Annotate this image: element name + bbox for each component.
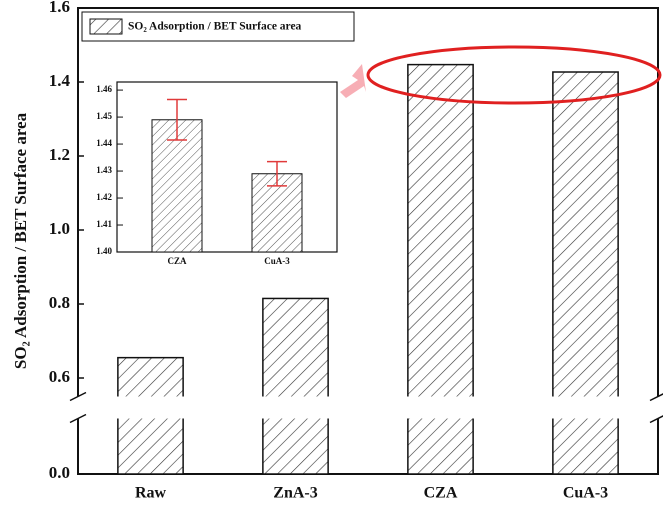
y-tick-label: 0.0	[49, 463, 70, 482]
break-mark	[649, 415, 663, 424]
x-tick-label: CZA	[424, 485, 458, 502]
y-tick-label: 1.6	[49, 0, 70, 16]
y-tick-label: 1.41	[96, 219, 112, 229]
y-axis-label: SO₂ Adsorption / BET Surface area	[11, 112, 30, 369]
axis-break-gap	[70, 396, 663, 419]
x-tick-label: Raw	[135, 485, 167, 502]
y-tick-label: 1.44	[96, 138, 112, 148]
legend-swatch	[89, 18, 123, 35]
y-tick-label: 1.40	[96, 246, 112, 256]
break-mark	[69, 391, 87, 402]
y-tick-label: 1.43	[96, 165, 112, 175]
x-tick-label: ZnA-3	[273, 485, 317, 502]
legend-box	[81, 11, 355, 42]
bar	[262, 297, 329, 475]
y-tick-label: 0.8	[49, 293, 70, 312]
break-mark	[69, 413, 87, 424]
y-tick-label: 1.0	[49, 219, 70, 238]
y-tick-label: 1.46	[96, 84, 112, 94]
x-tick-label: CZA	[167, 256, 187, 266]
break-mark	[649, 393, 663, 402]
legend-label: SO₂ Adsorption / BET Surface area	[128, 21, 302, 33]
highlight-ellipse	[366, 45, 662, 105]
x-tick-label: CuA-3	[563, 485, 608, 502]
legend: SO₂ Adsorption / BET Surface area	[81, 11, 355, 42]
y-tick-label: 0.6	[49, 367, 70, 386]
bar	[151, 119, 203, 253]
y-tick-label: 1.4	[49, 71, 71, 90]
y-tick-label: 1.42	[96, 192, 112, 202]
plot-frame	[116, 81, 338, 253]
x-tick-label: CuA-3	[264, 256, 290, 266]
inset-plot: 1.40 1.41 1.42 1.43 1.44 1.45 1.46 CZA CuA-3	[96, 81, 338, 266]
y-tick-label: 1.45	[96, 111, 112, 121]
bar	[251, 173, 303, 253]
y-tick-label: 1.2	[49, 145, 70, 164]
arrow	[340, 64, 366, 98]
